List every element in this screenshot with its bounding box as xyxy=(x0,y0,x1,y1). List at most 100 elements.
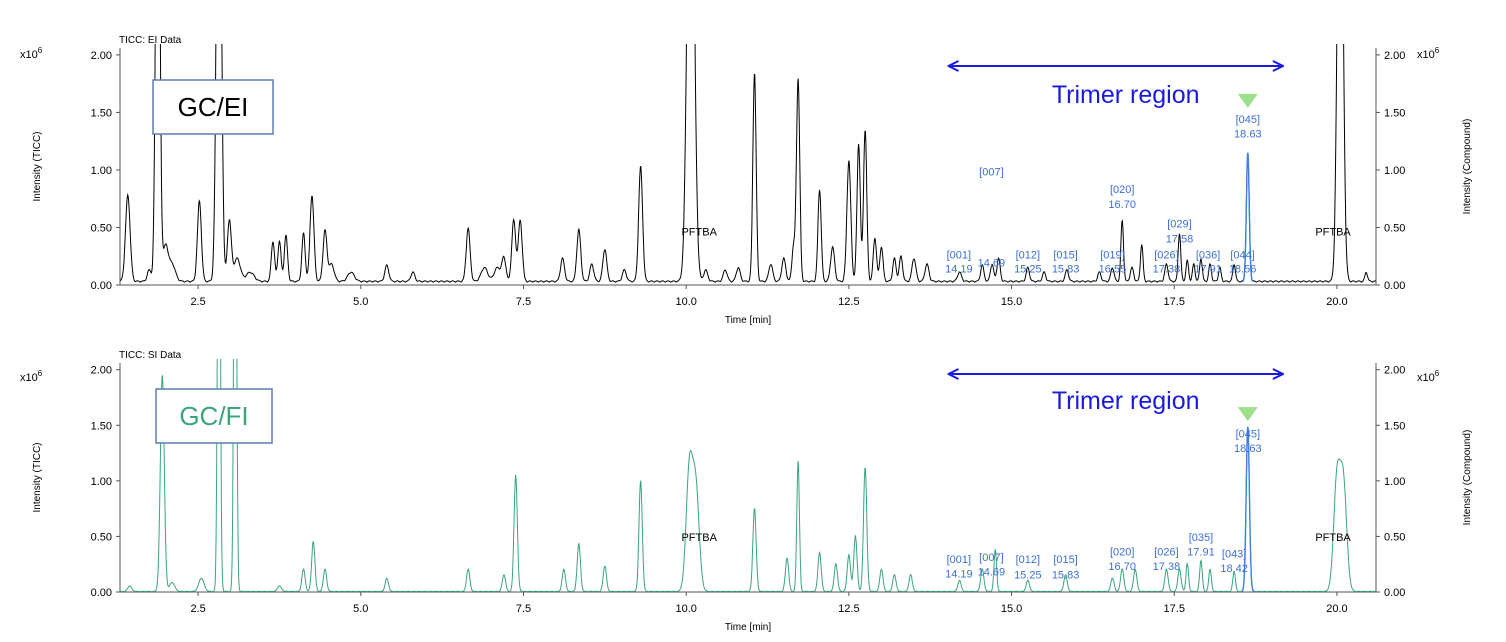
y-axis-title-left: Intensity (TICC) xyxy=(32,131,43,201)
compound-label: 16.55 xyxy=(1099,263,1127,275)
trimer-region-label: Trimer region xyxy=(1052,387,1200,415)
peak-marker-triangle xyxy=(1237,93,1258,108)
compound-label: 15.25 xyxy=(1014,570,1042,582)
compound-label: 14.69 xyxy=(978,566,1006,578)
compound-label: [001] xyxy=(947,250,971,262)
y-tick-label-left: 1.50 xyxy=(91,420,112,432)
x-tick-label: 5.0 xyxy=(353,603,368,615)
highlighted-peak-045 xyxy=(1241,426,1255,593)
compound-label: 18.56 xyxy=(1229,263,1257,275)
ei-panel: TICC: EI Data x106 x106 Intensity (TICC) Int… xyxy=(20,35,1473,326)
y-tick-label-right: 1.50 xyxy=(1384,107,1405,119)
x-tick-label: 2.5 xyxy=(190,603,205,615)
multiplier-left: x106 xyxy=(20,369,43,384)
panel-title: TICC: SI Data xyxy=(119,350,182,361)
compound-label: [015] xyxy=(1053,554,1077,566)
x-tick-label: 7.5 xyxy=(516,296,531,308)
compound-label: [019] xyxy=(1100,250,1124,262)
compound-label: 16.70 xyxy=(1108,199,1136,211)
compound-label: 17.38 xyxy=(1153,263,1181,275)
y-tick-label-right: 2.00 xyxy=(1384,365,1405,377)
compound-label: [026] xyxy=(1154,250,1178,262)
chromatogram-trace xyxy=(120,359,1376,592)
compound-label: [012] xyxy=(1016,554,1040,566)
x-tick-label: 2.5 xyxy=(190,296,205,308)
technique-badge-label: GC/EI xyxy=(178,92,249,122)
x-tick-label: 17.5 xyxy=(1164,603,1185,615)
x-tick-label: 20.0 xyxy=(1326,603,1347,615)
y-tick-label-left: 0.00 xyxy=(91,280,112,292)
compound-label: [036] xyxy=(1196,250,1220,262)
y-tick-label-right: 0.00 xyxy=(1384,280,1405,292)
compound-label: 15.25 xyxy=(1014,263,1042,275)
compound-label: [045] xyxy=(1236,428,1260,440)
compound-label: [044] xyxy=(1230,250,1254,262)
compound-label: 17.91 xyxy=(1194,263,1222,275)
peak-marker-triangle xyxy=(1237,407,1258,422)
y-tick-label-left: 0.50 xyxy=(91,222,112,234)
x-tick-label: 17.5 xyxy=(1164,296,1185,308)
compound-label: 18.42 xyxy=(1220,563,1248,575)
multiplier-right: x106 xyxy=(1417,46,1440,61)
multiplier-left: x106 xyxy=(20,46,43,61)
compound-label: 17.58 xyxy=(1166,233,1194,245)
x-tick-label: 15.0 xyxy=(1001,603,1022,615)
y-tick-label-right: 0.00 xyxy=(1384,587,1405,599)
compound-label: [001] xyxy=(947,554,971,566)
pftba-label: PFTBA xyxy=(681,227,717,239)
fi-panel: TICC: SI Data x106 x106 Intensity (TICC) Int… xyxy=(20,350,1473,633)
technique-badge-box xyxy=(155,388,273,444)
y-tick-label-left: 2.00 xyxy=(91,365,112,377)
y-tick-label-left: 0.00 xyxy=(91,587,112,599)
compound-label: [020] xyxy=(1110,184,1134,196)
pftba-label: PFTBA xyxy=(1315,227,1351,239)
y-tick-label-right: 1.50 xyxy=(1384,420,1405,432)
compound-label: 17.91 xyxy=(1187,546,1215,558)
trimer-region-label: Trimer region xyxy=(1052,81,1200,109)
compound-label: [012] xyxy=(1016,250,1040,262)
compound-label: 15.83 xyxy=(1052,570,1080,582)
pftba-label: PFTBA xyxy=(1315,532,1351,544)
pftba-label: PFTBA xyxy=(681,532,717,544)
x-tick-label: 15.0 xyxy=(1001,296,1022,308)
technique-badge-box xyxy=(152,79,274,135)
x-tick-label: 12.5 xyxy=(838,603,859,615)
compound-label: 18.63 xyxy=(1234,443,1262,455)
y-tick-label-left: 1.00 xyxy=(91,165,112,177)
x-tick-label: 12.5 xyxy=(838,296,859,308)
compound-label: [035] xyxy=(1189,532,1213,544)
x-axis-title: Time [min] xyxy=(725,315,772,326)
compound-label: [045] xyxy=(1236,114,1260,126)
compound-label: [007] xyxy=(979,167,1003,179)
highlighted-peak-045 xyxy=(1241,152,1254,283)
x-tick-label: 20.0 xyxy=(1326,296,1347,308)
compound-label: [026] xyxy=(1154,546,1178,558)
compound-label: 14.19 xyxy=(945,263,973,275)
compound-label: 16.70 xyxy=(1108,561,1136,573)
panel-title: TICC: EI Data xyxy=(119,35,182,46)
compound-label: 15.83 xyxy=(1052,263,1080,275)
technique-badge-label: GC/FI xyxy=(179,401,248,431)
compound-label: 17.38 xyxy=(1153,561,1181,573)
compound-label: 14.19 xyxy=(945,569,973,581)
compound-label: [043] xyxy=(1222,549,1246,561)
y-tick-label-left: 2.00 xyxy=(91,50,112,62)
multiplier-right: x106 xyxy=(1417,369,1440,384)
y-tick-label-right: 0.50 xyxy=(1384,222,1405,234)
compound-label: [015] xyxy=(1053,250,1077,262)
y-axis-title-right: Intensity (Compound) xyxy=(1462,430,1473,526)
x-tick-label: 10.0 xyxy=(675,296,696,308)
x-tick-label: 7.5 xyxy=(516,603,531,615)
y-tick-label-right: 1.00 xyxy=(1384,165,1405,177)
y-tick-label-left: 0.50 xyxy=(91,531,112,543)
x-axis-title: Time [min] xyxy=(725,622,772,633)
y-tick-label-right: 0.50 xyxy=(1384,531,1405,543)
compound-label: 18.63 xyxy=(1234,129,1262,141)
compound-label: [007] xyxy=(979,552,1003,564)
y-tick-label-left: 1.00 xyxy=(91,476,112,488)
y-tick-label-left: 1.50 xyxy=(91,107,112,119)
y-tick-label-right: 2.00 xyxy=(1384,50,1405,62)
compound-label: [029] xyxy=(1167,218,1191,230)
chromatogram-trace xyxy=(120,44,1376,283)
